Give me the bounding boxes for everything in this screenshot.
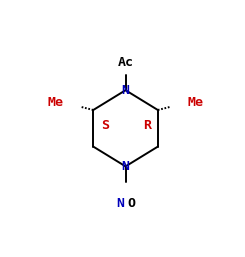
Text: Ac: Ac — [118, 56, 134, 69]
Text: N: N — [116, 197, 124, 209]
Text: N: N — [122, 84, 130, 97]
Text: S: S — [101, 119, 109, 132]
Text: Me: Me — [188, 96, 204, 108]
Text: Me: Me — [47, 96, 63, 108]
Text: N: N — [122, 160, 130, 173]
Text: R: R — [143, 119, 151, 132]
Text: O: O — [127, 197, 135, 209]
